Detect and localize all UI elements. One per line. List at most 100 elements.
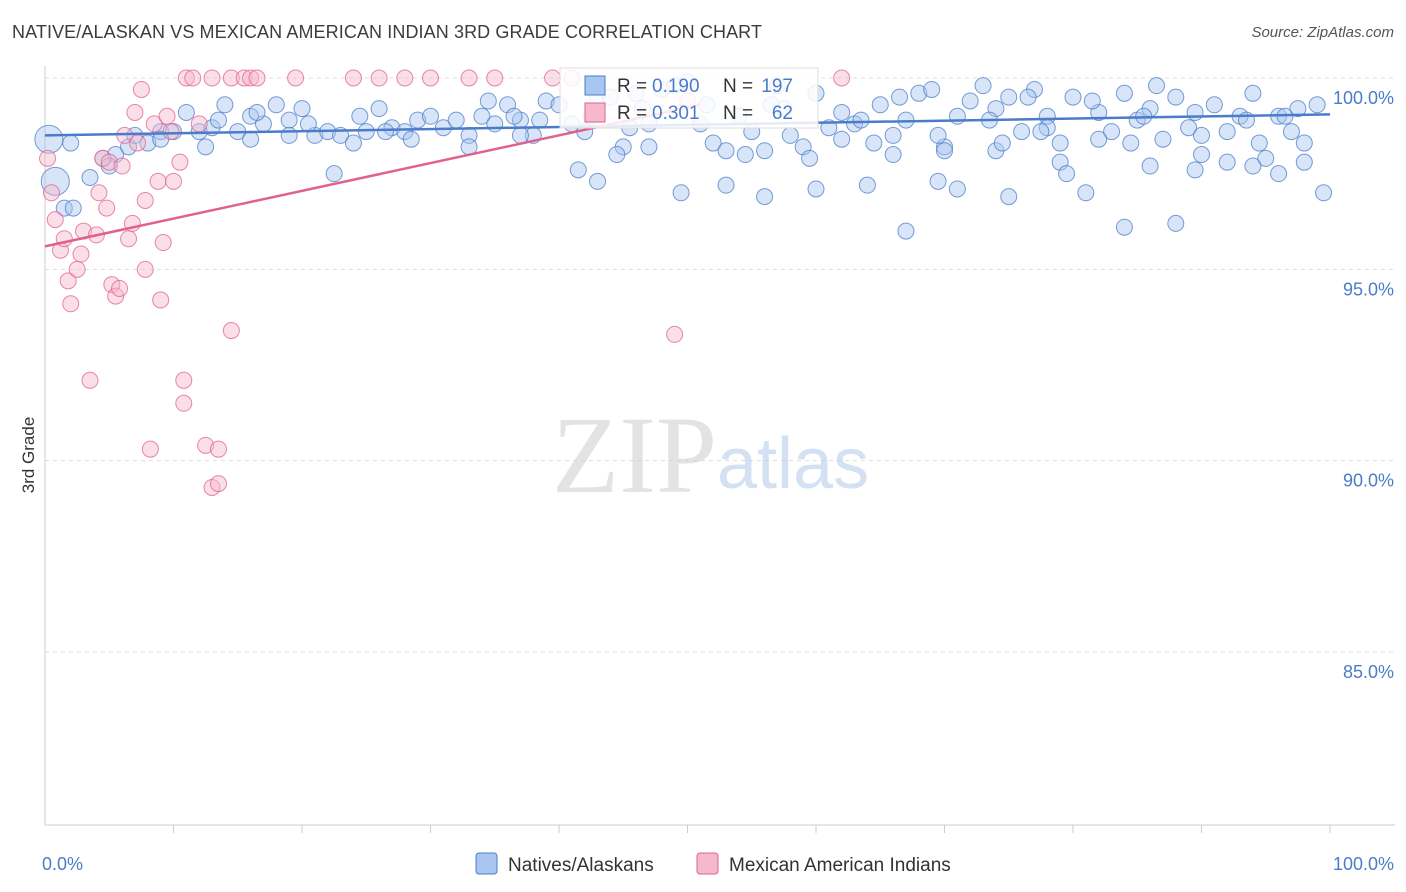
native-alaskan-point-1 bbox=[40, 166, 70, 196]
native-alaskan-point-103 bbox=[589, 172, 607, 190]
mexican-american-indian-point-0 bbox=[39, 149, 57, 167]
mexican-american-indian-point-8 bbox=[72, 245, 90, 263]
native-alaskan-point-93 bbox=[1218, 123, 1236, 141]
native-alaskan-point-72 bbox=[948, 107, 966, 125]
legend-r-value-1: 0.190 bbox=[652, 76, 700, 97]
native-alaskan-point-135 bbox=[402, 130, 420, 148]
native-alaskan-point-153 bbox=[608, 146, 626, 164]
mexican-american-indian-point-42 bbox=[197, 436, 215, 454]
native-alaskan-point-92 bbox=[1205, 96, 1223, 114]
mexican-american-indian-point-51 bbox=[287, 69, 305, 87]
native-alaskan-point-106 bbox=[807, 180, 825, 198]
bottom-legend-label-mexican: Mexican American Indians bbox=[729, 855, 951, 876]
native-alaskan-point-66 bbox=[871, 96, 889, 114]
native-alaskan-point-35 bbox=[473, 107, 491, 125]
native-alaskan-point-155 bbox=[865, 134, 883, 152]
native-alaskan-point-111 bbox=[1115, 218, 1133, 236]
mexican-american-indian-point-63 bbox=[222, 322, 240, 340]
native-alaskan-point-126 bbox=[1244, 157, 1262, 175]
native-alaskan-point-132 bbox=[242, 130, 260, 148]
native-alaskan-point-161 bbox=[505, 107, 523, 125]
native-alaskan-point-89 bbox=[1167, 88, 1185, 106]
native-alaskan-point-20 bbox=[280, 111, 298, 129]
native-alaskan-point-166 bbox=[1148, 77, 1166, 95]
native-alaskan-point-2 bbox=[55, 199, 73, 217]
native-alaskan-point-67 bbox=[884, 126, 902, 144]
native-alaskan-point-36 bbox=[486, 115, 504, 133]
mexican-american-indian-point-54 bbox=[396, 69, 414, 87]
native-alaskan-point-124 bbox=[1141, 157, 1159, 175]
watermark-atlas: atlas bbox=[717, 424, 869, 504]
mexican-american-indian-point-17 bbox=[107, 287, 125, 305]
native-alaskan-points bbox=[34, 73, 1333, 240]
native-alaskan-point-151 bbox=[351, 107, 369, 125]
native-alaskan-point-112 bbox=[1167, 214, 1185, 232]
mexican-american-indian-point-5 bbox=[59, 272, 77, 290]
native-alaskan-point-128 bbox=[62, 134, 80, 152]
mexican-american-indian-point-18 bbox=[111, 279, 129, 297]
mexican-american-indian-point-55 bbox=[422, 69, 439, 87]
native-alaskan-point-0 bbox=[34, 124, 64, 154]
native-alaskan-point-120 bbox=[936, 142, 953, 160]
native-alaskan-point-77 bbox=[1013, 123, 1031, 141]
y-tick-label-90: 90.0% bbox=[1343, 471, 1394, 491]
native-alaskan-point-133 bbox=[280, 126, 298, 144]
mexican-american-indian-point-50 bbox=[248, 69, 266, 87]
legend-n-label-2: N = bbox=[723, 103, 753, 124]
mexican-american-indian-point-33 bbox=[158, 107, 176, 125]
bottom-legend-label-natives: Natives/Alaskans bbox=[508, 855, 654, 876]
native-alaskan-point-165 bbox=[1019, 88, 1037, 106]
mexican-american-indian-point-28 bbox=[141, 440, 159, 458]
series-legend: Natives/Alaskans Mexican American Indian… bbox=[475, 852, 951, 876]
native-alaskan-point-144 bbox=[1032, 123, 1050, 141]
native-alaskan-point-127 bbox=[1295, 153, 1313, 171]
mexican-american-indian-point-45 bbox=[209, 440, 227, 458]
native-alaskan-point-136 bbox=[531, 111, 549, 129]
native-alaskan-point-123 bbox=[1090, 130, 1108, 148]
x-tick-label-0: 0.0% bbox=[42, 854, 83, 874]
native-alaskan-point-172 bbox=[1058, 165, 1076, 183]
mexican-american-indian-point-57 bbox=[486, 69, 504, 87]
native-alaskan-point-119 bbox=[884, 146, 902, 164]
native-alaskan-point-114 bbox=[1270, 165, 1288, 183]
legend-swatch-mexican bbox=[584, 102, 606, 123]
mexican-american-indian-point-15 bbox=[100, 153, 118, 171]
mexican-american-indian-point-16 bbox=[103, 276, 121, 294]
native-alaskan-point-54 bbox=[717, 142, 735, 160]
native-alaskan-point-109 bbox=[1000, 188, 1018, 206]
y-tick-label-95: 95.0% bbox=[1343, 279, 1394, 299]
native-alaskan-point-147 bbox=[1186, 103, 1204, 121]
mexican-american-indian-point-10 bbox=[81, 371, 99, 389]
native-alaskan-point-117 bbox=[640, 138, 658, 156]
bottom-legend-swatch-mexican bbox=[696, 852, 719, 875]
native-alaskan-point-118 bbox=[833, 130, 851, 148]
native-alaskan-point-70 bbox=[923, 80, 941, 98]
native-alaskan-point-27 bbox=[370, 100, 388, 118]
native-alaskan-point-141 bbox=[852, 111, 870, 129]
native-alaskan-point-157 bbox=[1122, 134, 1140, 152]
mexican-american-indian-point-21 bbox=[120, 230, 138, 248]
native-alaskan-point-59 bbox=[781, 126, 799, 144]
native-alaskan-point-116 bbox=[511, 126, 529, 144]
native-alaskan-point-73 bbox=[961, 92, 979, 110]
legend-n-label-1: N = bbox=[723, 76, 753, 97]
native-alaskan-point-105 bbox=[756, 188, 774, 206]
native-alaskan-point-82 bbox=[1077, 184, 1095, 202]
mexican-american-indian-point-29 bbox=[145, 115, 163, 133]
x-axis-ticks bbox=[173, 825, 1331, 833]
mexican-american-indian-point-53 bbox=[370, 69, 388, 87]
mexican-american-indian-point-62 bbox=[666, 325, 684, 343]
mexican-american-indian-point-49 bbox=[242, 69, 260, 87]
mexican-american-indian-point-25 bbox=[132, 80, 150, 98]
mexican-american-indian-point-34 bbox=[162, 123, 180, 141]
native-alaskan-point-142 bbox=[929, 126, 947, 144]
native-alaskan-point-81 bbox=[1064, 88, 1082, 106]
native-alaskan-point-102 bbox=[569, 161, 587, 179]
mexican-american-indian-point-32 bbox=[154, 234, 172, 252]
mexican-american-indian-point-31 bbox=[152, 291, 170, 309]
native-alaskan-point-125 bbox=[1193, 126, 1210, 144]
native-alaskan-point-74 bbox=[974, 77, 992, 95]
native-alaskan-point-40 bbox=[537, 92, 555, 110]
legend-r-label-1: R = bbox=[617, 76, 647, 97]
legend-r-label-2: R = bbox=[617, 103, 647, 124]
